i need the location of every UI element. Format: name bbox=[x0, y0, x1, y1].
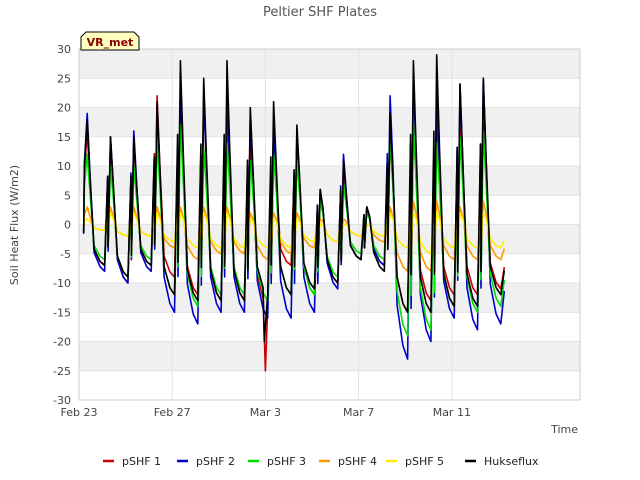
x-tick-label: Mar 11 bbox=[433, 406, 471, 419]
site-badge: VR_met bbox=[80, 31, 140, 51]
y-tick-label: -30 bbox=[53, 394, 71, 407]
legend: pSHF 1 pSHF 2 pSHF 3 pSHF 4 pSHF 5 Hukseflux bbox=[103, 455, 539, 468]
plot-area-frame bbox=[78, 48, 581, 401]
legend-label: Hukseflux bbox=[484, 455, 539, 468]
plot-band bbox=[79, 49, 580, 79]
legend-item: pSHF 2 bbox=[177, 455, 235, 468]
y-axis-ticks: -30 -25 -20 -15 -10 -5 0 5 10 15 20 25 30 bbox=[53, 43, 71, 407]
x-tick-label: Mar 7 bbox=[343, 406, 374, 419]
chart-title: Peltier SHF Plates bbox=[263, 5, 377, 20]
legend-item: pSHF 5 bbox=[386, 455, 444, 468]
y-tick-label: -5 bbox=[60, 248, 71, 261]
y-tick-label: -10 bbox=[53, 277, 71, 290]
legend-label: pSHF 2 bbox=[196, 455, 235, 468]
legend-item: pSHF 4 bbox=[319, 455, 377, 468]
y-tick-label: 25 bbox=[57, 72, 71, 85]
legend-label: pSHF 5 bbox=[405, 455, 444, 468]
site-badge-shape bbox=[80, 31, 140, 51]
site-badge-label: VR_met bbox=[87, 36, 134, 49]
y-tick-label: 0 bbox=[64, 219, 71, 232]
x-axis-label: Time bbox=[550, 423, 578, 436]
plot-band bbox=[79, 283, 580, 313]
legend-label: pSHF 1 bbox=[122, 455, 161, 468]
y-tick-label: 5 bbox=[64, 189, 71, 202]
y-tick-label: 15 bbox=[57, 131, 71, 144]
x-tick-label: Feb 23 bbox=[61, 406, 98, 419]
plot-band bbox=[79, 341, 580, 371]
legend-label: pSHF 3 bbox=[267, 455, 306, 468]
legend-item: pSHF 3 bbox=[248, 455, 306, 468]
plot-band bbox=[79, 107, 580, 137]
legend-item: Hukseflux bbox=[465, 455, 539, 468]
series-layer bbox=[82, 54, 506, 372]
legend-label: pSHF 4 bbox=[338, 455, 377, 468]
y-tick-label: 10 bbox=[57, 160, 71, 173]
y-tick-label: -25 bbox=[53, 365, 71, 378]
x-tick-label: Feb 27 bbox=[154, 406, 191, 419]
y-tick-label: 30 bbox=[57, 43, 71, 56]
y-axis-label: Soil Heat Flux (W/m2) bbox=[8, 165, 21, 285]
y-tick-label: -15 bbox=[53, 306, 71, 319]
y-tick-label: 20 bbox=[57, 102, 71, 115]
x-tick-label: Mar 3 bbox=[250, 406, 281, 419]
legend-item: pSHF 1 bbox=[103, 455, 161, 468]
x-axis-ticks: Feb 23 Feb 27 Mar 3 Mar 7 Mar 11 bbox=[61, 406, 471, 419]
series-line-hukseflux bbox=[82, 54, 506, 343]
y-tick-label: -20 bbox=[53, 336, 71, 349]
plot-band bbox=[79, 166, 580, 196]
